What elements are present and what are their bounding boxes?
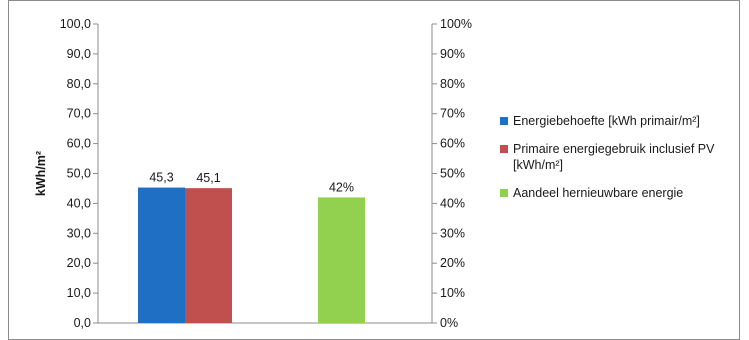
y2-tick-label: 80% xyxy=(440,77,465,91)
y2-tick-label: 40% xyxy=(440,196,465,210)
legend-swatch-green xyxy=(500,189,508,197)
y-tick-label: 10,0 xyxy=(67,286,91,300)
legend-swatch-red xyxy=(500,145,508,153)
y2-tick-label: 10% xyxy=(440,286,465,300)
y-tick-label: 50,0 xyxy=(67,167,91,181)
legend-item-primaire-energiegebruik: Primaire energiegebruik inclusief PV [kW… xyxy=(500,141,735,173)
data-label-3: 42% xyxy=(329,180,354,194)
bar-2 xyxy=(185,188,232,323)
y-tick-label: 20,0 xyxy=(67,256,91,270)
y2-tick-label: 0% xyxy=(440,316,458,330)
y-tick-label: 0,0 xyxy=(74,316,91,330)
y2-tick-label: 90% xyxy=(440,47,465,61)
y-tick-label: 40,0 xyxy=(67,196,91,210)
data-label-2: 45,1 xyxy=(196,171,220,185)
y-tick-label: 100,0 xyxy=(60,17,91,31)
data-label-1: 45,3 xyxy=(149,171,173,185)
y2-tick-label: 60% xyxy=(440,137,465,151)
bar-chart: 100,0 90,0 80,0 70,0 60,0 50,0 40,0 30,0 20,0 10,… xyxy=(34,17,472,330)
legend-label: Energiebehoefte [kWh primair/m²] xyxy=(513,114,700,128)
y2-tick-label: 30% xyxy=(440,226,465,240)
y-tick-label: 80,0 xyxy=(67,77,91,91)
legend: Energiebehoefte [kWh primair/m²] Primair… xyxy=(500,113,735,213)
y-tick-label: 30,0 xyxy=(67,226,91,240)
y2-tick-label: 100% xyxy=(440,17,472,31)
y-tick-label: 90,0 xyxy=(67,47,91,61)
chart-frame xyxy=(8,0,740,340)
legend-item-energiebehoefte: Energiebehoefte [kWh primair/m²] xyxy=(500,113,735,129)
y-axis-title: kWh/m² xyxy=(34,151,48,196)
bar-1 xyxy=(138,187,185,323)
bar-3 xyxy=(318,197,365,323)
legend-label: Primaire energiegebruik inclusief PV [kW… xyxy=(513,142,715,172)
y-tick-label: 70,0 xyxy=(67,107,91,121)
y-tick-label: 60,0 xyxy=(67,137,91,151)
legend-swatch-blue xyxy=(500,117,508,125)
y2-tick-label: 70% xyxy=(440,107,465,121)
legend-label: Aandeel hernieuwbare energie xyxy=(513,186,684,200)
y2-tick-label: 20% xyxy=(440,256,465,270)
legend-item-aandeel-hernieuwbaar: Aandeel hernieuwbare energie xyxy=(500,185,735,201)
y2-tick-label: 50% xyxy=(440,167,465,181)
